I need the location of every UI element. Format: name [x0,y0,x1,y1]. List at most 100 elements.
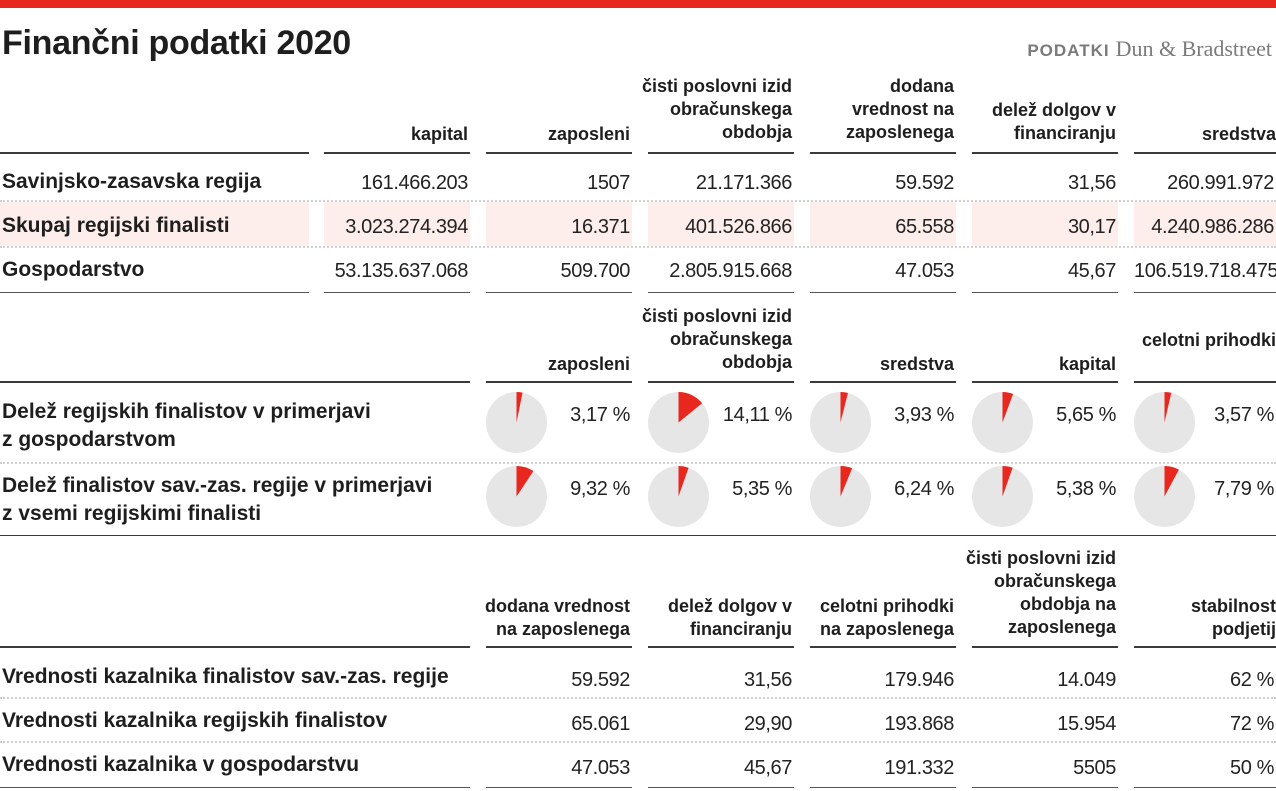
pie-chart [810,466,871,527]
row-label: Vrednosti kazalnika regijskih finalistov [2,709,388,732]
table-cell: 509.700 [560,260,631,282]
page-title: Finančni podatki 2020 [2,24,351,62]
table-bottom-rule [486,787,632,788]
pie-slice [678,392,703,423]
table-bottom-rule [810,292,956,293]
row-label: Skupaj regijski finalisti [2,214,230,237]
table-cell: 4.240.986.286 [1151,216,1274,238]
table-cell: 65.061 [571,713,630,735]
table-cell: 161.466.203 [361,172,468,194]
pie-value-label: 3,93 % [894,404,954,426]
row-highlight [972,202,1118,246]
header-rule [648,381,794,383]
row-label: Gospodarstvo [2,258,145,281]
header-rule [972,381,1118,383]
table-bottom-rule [324,292,470,293]
row-label: Savinjsko-zasavska regija [2,170,262,193]
column-header: čisti poslovni izid obračunskega obdobja [641,306,792,372]
table-cell: 53.135.637.068 [334,260,469,282]
table-cell: 1507 [587,172,630,194]
table-cell: 3.023.274.394 [345,216,468,238]
table-cell: 30,17 [1067,216,1116,238]
column-header: stabilnost podjetij [1190,596,1276,639]
header-rule [0,381,470,383]
header-rule [324,152,470,154]
header-rule [486,152,632,154]
pie-chart [1134,392,1195,453]
table-cell: 47.053 [895,260,954,282]
header-rule [0,646,470,648]
header-rule [972,646,1118,648]
pie-value-label: 5,35 % [732,478,792,500]
pie-value-label: 3,17 % [570,404,630,426]
section-rule [0,535,1276,536]
row-divider [0,246,1276,248]
table-cell: 260.991.972 [1167,172,1274,194]
table-cell: 193.868 [884,713,955,735]
row-highlight [810,202,956,246]
pie-slice [1164,392,1172,423]
column-header: celotni prihodki [1141,330,1276,350]
row-label: Vrednosti kazalnika v gospodarstvu [2,753,360,776]
table-cell: 31,56 [1067,172,1116,194]
row-highlight [1134,202,1276,246]
top-accent-bar [0,0,1276,8]
table-bottom-rule [648,787,794,788]
pie-chart [648,466,709,527]
header-rule [486,646,632,648]
table-cell: 59.592 [571,669,630,691]
column-header: delež dolgov v financiranju [667,596,792,639]
pie-chart [486,392,547,453]
row-highlight [648,202,794,246]
row-label: Vrednosti kazalnika finalistov sav.-zas.… [2,665,449,688]
pie-value-label: 3,57 % [1214,404,1274,426]
row-highlight [486,202,632,246]
table-cell: 106.519.718.475 [1134,260,1276,282]
column-header: čisti poslovni izid obračunskega obdobja [641,76,792,142]
table-bottom-rule [972,787,1118,788]
table-bottom-rule [0,787,470,788]
row-highlight [324,202,470,246]
table-cell: 45,67 [1067,260,1116,282]
header-rule [648,646,794,648]
row-divider [0,462,1276,464]
pie-chart [486,466,547,527]
table-cell: 191.332 [884,757,955,779]
table-bottom-rule [972,292,1118,293]
pie-chart [810,392,871,453]
header-rule [648,152,794,154]
pie-chart [972,466,1033,527]
source-name: Dun & Bradstreet [1115,36,1272,61]
header-rule [972,152,1118,154]
pie-value-label: 5,65 % [1056,404,1116,426]
pie-chart [648,392,709,453]
table-cell: 59.592 [895,172,954,194]
table-cell: 31,56 [743,669,792,691]
column-header: sredstva [1201,124,1276,144]
table-cell: 15.954 [1057,713,1116,735]
row-highlight [0,202,309,246]
table-bottom-rule [1134,787,1276,788]
table-cell: 401.526.866 [685,216,792,238]
table-bottom-rule [486,292,632,293]
table-bottom-rule [810,787,956,788]
table-bottom-rule [648,292,794,293]
table-cell: 16.371 [571,216,630,238]
table-cell: 21.171.366 [695,172,793,194]
table-cell: 65.558 [895,216,954,238]
header-rule [0,152,309,154]
table-cell: 5505 [1073,757,1116,779]
column-header: kapital [1058,354,1116,374]
pie-slice [840,466,853,497]
table-bottom-rule [1134,292,1276,293]
column-header: delež dolgov v financiranju [991,100,1116,143]
header-rule [1134,381,1276,383]
row-label: z gospodarstvom [2,428,176,451]
pie-slice [516,466,534,497]
header-rule [1134,152,1276,154]
table-cell: 72 % [1230,713,1274,735]
column-header: dodana vrednost na zaposlenega [484,596,630,639]
table-cell: 179.946 [884,669,955,691]
table-cell: 45,67 [743,757,792,779]
column-header: sredstva [879,354,954,374]
